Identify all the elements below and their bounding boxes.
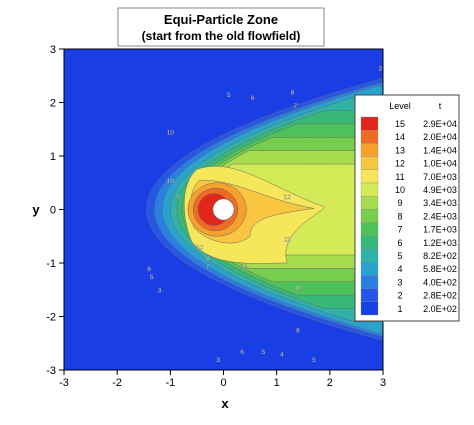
- legend-swatch: [360, 130, 379, 144]
- x-tick-label: 1: [274, 377, 280, 389]
- legend-value: 1.2E+03: [423, 238, 457, 248]
- legend-value: 2.0E+02: [423, 304, 457, 314]
- legend-swatch: [360, 248, 379, 263]
- y-tick-label: 2: [50, 98, 56, 110]
- legend-level: 9: [397, 198, 402, 208]
- contour-label: 8: [206, 255, 210, 262]
- contour-label: 7: [174, 210, 178, 217]
- legend-level: 7: [397, 225, 402, 235]
- legend-level: 8: [397, 211, 402, 221]
- legend-swatch: [360, 169, 379, 184]
- legend-swatch: [360, 143, 379, 157]
- contour-label: 3: [158, 287, 162, 294]
- contour-label: 6: [240, 349, 244, 356]
- legend-value: 2.0E+04: [423, 132, 457, 142]
- contour-label: 10: [167, 130, 175, 137]
- legend-swatch: [360, 222, 379, 236]
- legend-value: 3.4E+03: [423, 198, 457, 208]
- contour-label: 7: [293, 103, 297, 110]
- contour-label: 10: [167, 178, 175, 185]
- contour-label: 6: [147, 266, 151, 273]
- contour-label: 5: [262, 349, 266, 356]
- legend-swatch: [360, 275, 379, 289]
- legend-level: 6: [397, 238, 402, 248]
- title-box: [117, 7, 325, 47]
- contour-label: 9: [176, 194, 180, 201]
- y-tick-label: -1: [46, 258, 56, 270]
- legend-value: 4.0E+02: [423, 277, 457, 287]
- x-axis-label: x: [221, 396, 229, 411]
- contour-label: 11: [241, 263, 248, 270]
- legend-value: 1.0E+04: [423, 159, 457, 169]
- contour-label: 11: [284, 237, 291, 244]
- legend-value: 4.9E+03: [423, 185, 457, 195]
- legend-swatch: [360, 156, 379, 170]
- legend-swatch: [360, 301, 379, 316]
- legend-level: 13: [395, 145, 405, 155]
- legend-level: 5: [397, 251, 402, 261]
- plot-area: 568736101097121111108765310865435: [64, 49, 383, 370]
- legend-level: 15: [395, 119, 405, 129]
- contour-label: 5: [227, 92, 231, 99]
- contour-label: 4: [280, 352, 284, 359]
- x-tick-label: 2: [327, 377, 333, 389]
- contour-label: 5: [150, 274, 154, 281]
- chart-subtitle: (start from the old flowfield): [142, 29, 301, 43]
- contour-label: 12: [284, 194, 292, 201]
- contour-label: 8: [296, 328, 300, 335]
- legend-value: 8.2E+02: [423, 251, 457, 261]
- x-tick-label: 0: [220, 377, 226, 389]
- legend-swatch: [360, 209, 379, 223]
- y-tick-label: -3: [46, 365, 56, 377]
- legend-level: 11: [395, 172, 404, 182]
- body-circle: [212, 198, 235, 221]
- legend-header-level: Level: [389, 101, 411, 111]
- contour-label: 8: [291, 89, 295, 96]
- legend-value: 1.4E+04: [423, 145, 457, 155]
- y-tick-label: 1: [50, 151, 56, 163]
- x-tick-label: -1: [165, 377, 175, 389]
- legend-level: 4: [397, 264, 402, 274]
- contour-label: 10: [196, 245, 204, 252]
- chart-title: Equi-Particle Zone: [164, 12, 278, 27]
- legend-value: 1.7E+03: [423, 225, 457, 235]
- contour-label: 5: [312, 357, 316, 364]
- legend-swatch: [360, 262, 379, 276]
- legend-swatch: [360, 288, 379, 302]
- contour-label: 3: [216, 357, 220, 364]
- legend-level: 2: [397, 291, 402, 301]
- contour-label: 6: [251, 95, 255, 102]
- legend-swatch: [360, 235, 379, 250]
- legend-level: 12: [395, 159, 405, 169]
- legend-level: 14: [395, 132, 405, 142]
- legend-header-value: t: [439, 101, 442, 111]
- legend-swatch: [360, 196, 379, 210]
- x-tick-label: 3: [380, 377, 386, 389]
- legend-value: 2.8E+02: [423, 291, 457, 301]
- contour-label: 3: [379, 65, 383, 72]
- legend-value: 2.4E+03: [423, 211, 457, 221]
- y-tick-label: 0: [50, 205, 56, 217]
- legend-level: 10: [395, 185, 405, 195]
- y-axis-label: y: [32, 202, 40, 217]
- contour-label: 10: [294, 285, 302, 292]
- legend-level: 1: [397, 304, 402, 314]
- legend-value: 7.0E+03: [423, 172, 457, 182]
- legend-value: 2.9E+04: [423, 119, 457, 129]
- x-tick-label: -3: [59, 377, 69, 389]
- legend-level: 3: [397, 277, 402, 287]
- legend-swatch: [360, 116, 379, 131]
- contour-label: 7: [206, 263, 210, 270]
- x-tick-label: -2: [112, 377, 122, 389]
- y-tick-label: -2: [46, 312, 56, 324]
- legend-value: 5.8E+02: [423, 264, 457, 274]
- y-tick-label: 3: [50, 44, 56, 56]
- legend-swatch: [360, 182, 379, 197]
